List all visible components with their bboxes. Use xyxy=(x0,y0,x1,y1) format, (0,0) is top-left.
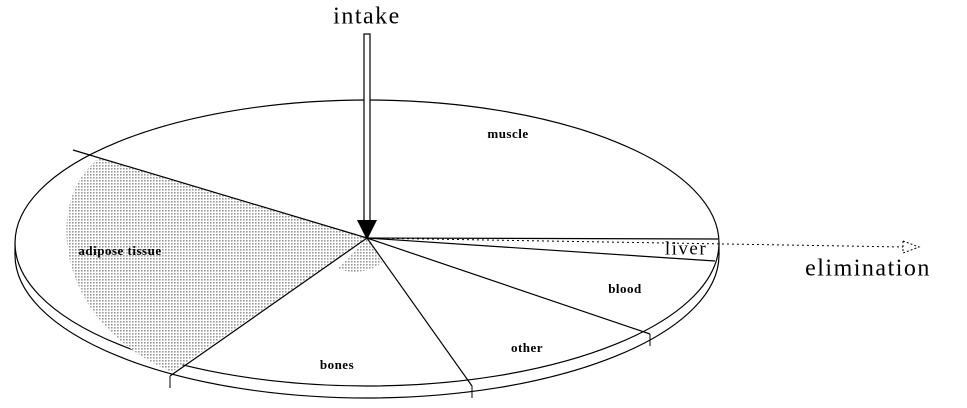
elimination-label: elimination xyxy=(805,256,931,282)
segment-label: bones xyxy=(320,357,354,372)
intake-label: intake xyxy=(333,4,401,30)
diagram: intake elimination muscle adipose tissue… xyxy=(0,0,967,408)
segment-label: liver xyxy=(665,238,707,259)
segment-label: muscle xyxy=(487,126,528,141)
segment-label: adipose tissue xyxy=(78,243,161,258)
segment-label: blood xyxy=(608,281,642,296)
segment-label: other xyxy=(511,340,543,355)
